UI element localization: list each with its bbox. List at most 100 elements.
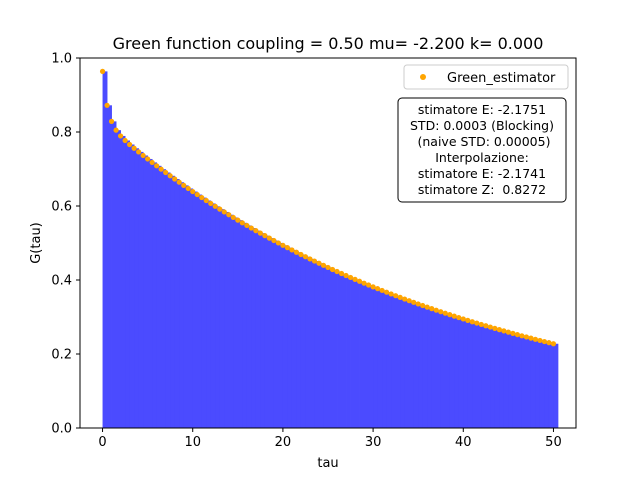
histogram-bar [481, 324, 487, 428]
histogram-bar [346, 275, 351, 428]
data-point [194, 191, 200, 198]
histogram-bar [138, 151, 144, 428]
data-point [429, 306, 435, 312]
histogram-bar [296, 252, 302, 428]
data-point [384, 289, 390, 295]
data-point [334, 268, 340, 275]
histogram-bar [553, 343, 559, 428]
data-point [257, 230, 263, 236]
data-point [244, 222, 250, 229]
histogram-bar [368, 285, 374, 428]
data-point [501, 328, 507, 334]
histogram-bar [364, 283, 369, 428]
data-point [424, 304, 430, 310]
data-point [523, 334, 530, 340]
data-point [320, 262, 327, 268]
data-point [483, 323, 489, 329]
histogram-bar [215, 206, 221, 428]
histogram-bar [490, 327, 496, 428]
data-point [145, 156, 151, 162]
histogram-bar [129, 144, 135, 428]
data-point [541, 338, 548, 345]
histogram-bar [264, 235, 270, 428]
histogram-bar [192, 191, 198, 428]
data-point [163, 169, 169, 176]
data-point [280, 242, 286, 248]
histogram-bar [323, 265, 329, 428]
y-tick-label: 0.0 [51, 422, 72, 437]
data-point [226, 212, 232, 218]
histogram-bar [476, 323, 482, 428]
y-axis-label: G(tau) [29, 222, 44, 264]
legend-label: Green_estimator [447, 71, 556, 86]
histogram-bar [318, 263, 324, 428]
histogram-bar [260, 233, 266, 428]
data-point [514, 331, 520, 338]
data-point [379, 287, 385, 294]
histogram-bar [314, 261, 320, 428]
data-point [136, 149, 142, 155]
data-point [302, 254, 309, 260]
histogram-bar [228, 214, 234, 428]
data-point [253, 228, 259, 234]
histogram-bar [174, 179, 180, 428]
histogram-bar [183, 185, 189, 428]
data-point [532, 336, 539, 342]
data-point [149, 159, 155, 166]
histogram-bar [404, 299, 410, 428]
data-point [289, 247, 295, 253]
data-point [447, 312, 453, 318]
x-axis-ticks: 0 10 20 30 40 50 [98, 428, 562, 450]
histogram-bar [111, 121, 117, 428]
data-point [550, 341, 557, 347]
histogram-bar [224, 211, 230, 428]
histogram-bar [125, 140, 130, 429]
histogram-bar [197, 194, 203, 428]
histogram-bar [535, 339, 541, 428]
histogram-bar [539, 340, 545, 428]
histogram-bar [161, 169, 167, 428]
histogram-bar [328, 267, 333, 428]
data-point [127, 141, 133, 148]
histogram-bar [395, 295, 401, 428]
x-tick-label: 20 [275, 435, 292, 450]
data-point [420, 302, 426, 309]
data-point [239, 220, 245, 226]
annotation-box: stimatore E: -2.1751 STD: 0.0003 (Blocki… [397, 97, 567, 203]
data-point [474, 320, 480, 326]
histogram-bar [382, 290, 388, 428]
data-point [316, 260, 322, 266]
data-point [402, 296, 408, 302]
data-point [492, 325, 498, 331]
histogram-bar [305, 256, 311, 428]
histogram-bar [431, 308, 437, 428]
histogram-bar [156, 165, 162, 428]
histogram-bar [355, 279, 360, 428]
histogram-bar [521, 335, 527, 428]
data-point [325, 264, 331, 271]
histogram-bar [422, 305, 428, 428]
data-point [248, 225, 254, 231]
data-point [311, 258, 318, 264]
data-point [230, 214, 236, 221]
data-point [496, 327, 502, 333]
histogram-bar [458, 317, 464, 428]
y-tick-label: 0.8 [51, 126, 72, 141]
histogram-bar [440, 311, 446, 428]
data-point [108, 118, 115, 124]
data-point [510, 330, 516, 336]
histogram-bar [219, 209, 225, 428]
data-point [154, 163, 160, 169]
data-point [199, 194, 205, 201]
legend-frame [403, 64, 569, 90]
histogram-bar [206, 200, 212, 428]
data-point [262, 233, 268, 239]
data-point [365, 282, 372, 288]
data-point [284, 245, 291, 251]
data-point [266, 235, 272, 241]
data-point [487, 324, 493, 330]
histogram-bar [300, 254, 306, 428]
data-point [438, 309, 444, 315]
data-point [460, 316, 466, 322]
